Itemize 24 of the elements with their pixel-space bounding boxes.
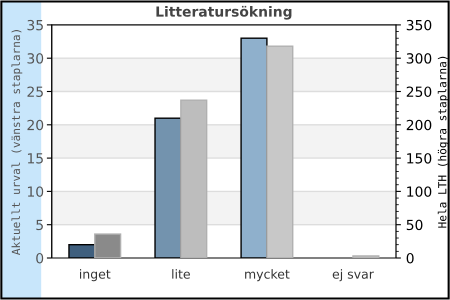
y-tick-label: 5 [36,220,43,230]
x-tick-label: ej svar [332,269,374,282]
y2-tick-label: 150 [407,153,432,164]
y2-tick-label: 200 [406,120,432,130]
y-tick-label: 0 [36,252,44,264]
y2-tick-label: 300 [406,53,432,64]
y-tick-label: 20 [27,120,44,130]
y2-tick-label: 350 [406,20,432,30]
y2-tick-label: 100 [407,186,432,197]
y-axis-title: Aktuellt urval (vänstra staplarna) [11,30,22,255]
x-tick-label: lite [172,269,190,279]
y2-tick-label: 0 [406,252,414,264]
y2-tick-label: 250 [406,86,432,97]
y-tick-label: 30 [27,53,44,64]
y2-axis-title: Hela LTH (högra staplarna) [438,56,449,228]
x-tick-label: mycket [245,269,290,282]
y2-tick-label: 50 [406,220,422,230]
chart-title: Litteratursökning [156,6,292,20]
y-tick-label: 25 [27,86,43,97]
y-tick-label: 35 [27,20,43,30]
bar [352,255,380,258]
y-tick-label: 10 [28,186,44,197]
y-tick-label: 15 [28,153,43,164]
x-tick-label: inget [80,269,110,282]
